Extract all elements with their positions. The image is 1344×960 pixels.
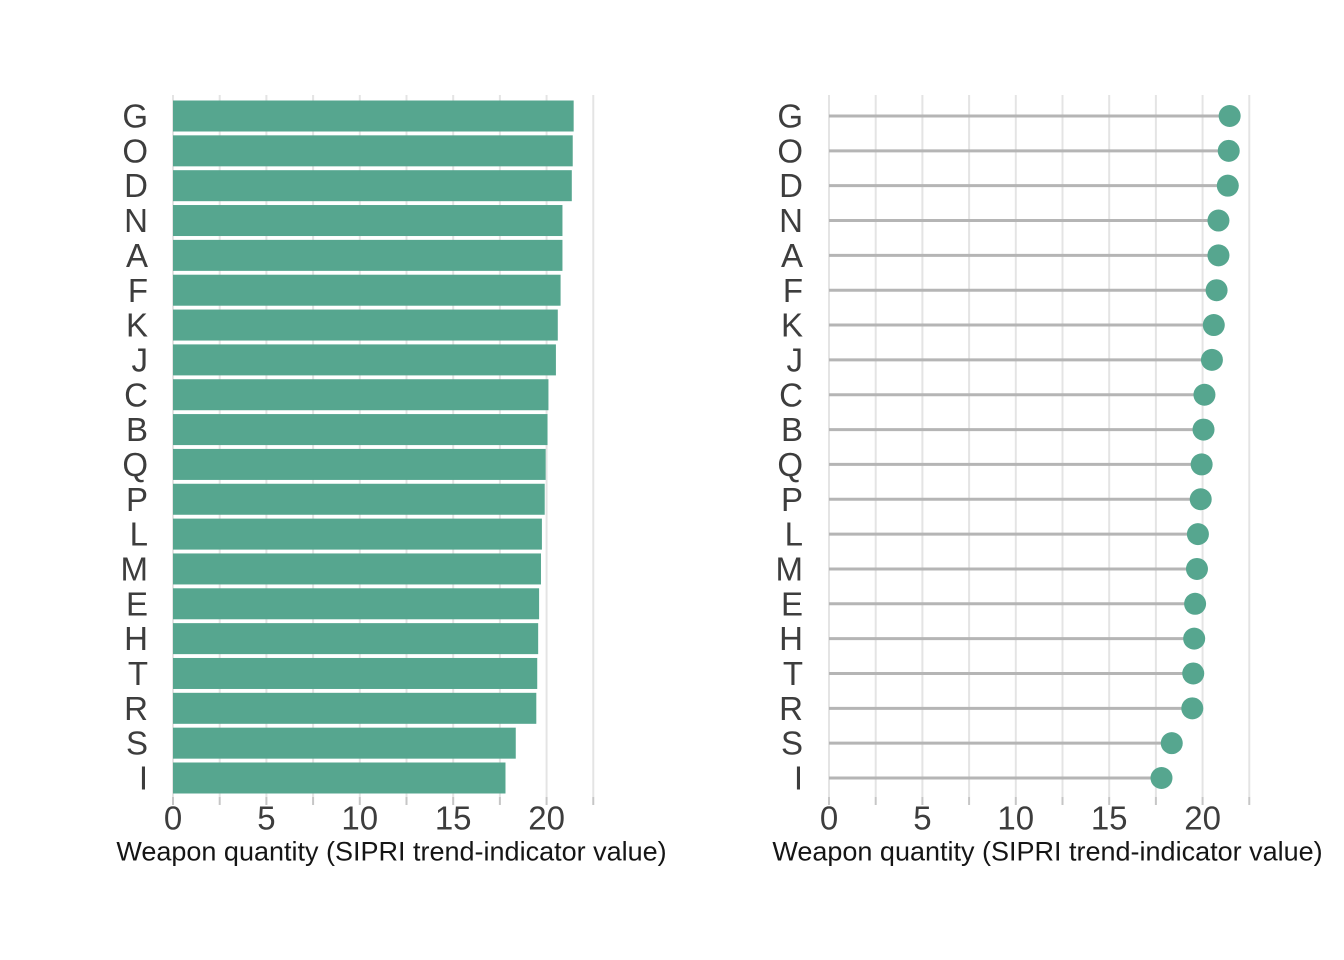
category-label: L [785, 516, 803, 553]
lollipop-dot [1192, 418, 1215, 441]
bar [173, 518, 542, 550]
category-label: E [126, 585, 148, 622]
category-label: R [779, 690, 803, 727]
bar [173, 623, 539, 655]
x-tick-label: 20 [528, 800, 565, 837]
lollipop-dot [1207, 244, 1230, 267]
lollipop-dot [1185, 557, 1208, 580]
bar [173, 344, 556, 376]
lollipop-dot [1183, 627, 1206, 650]
category-label: C [124, 376, 148, 413]
x-tick-label: 10 [341, 800, 378, 837]
lollipop-dot [1182, 662, 1205, 685]
x-tick-label: 0 [164, 800, 182, 837]
x-tick-label: 5 [913, 800, 931, 837]
x-tick-label: 10 [997, 800, 1034, 837]
category-label: T [783, 655, 803, 692]
lollipop-dot [1205, 279, 1228, 302]
category-label: O [777, 132, 803, 169]
category-label: S [126, 725, 148, 762]
bar [173, 170, 572, 202]
x-axis-title: Weapon quantity (SIPRI trend-indicator v… [772, 836, 1322, 866]
bar [173, 135, 573, 167]
lollipop-dot [1189, 488, 1212, 511]
category-label: B [126, 411, 148, 448]
category-label: D [779, 167, 803, 204]
category-label: G [777, 98, 803, 135]
category-label: C [779, 376, 803, 413]
lollipop-dot [1184, 592, 1207, 615]
category-label: G [122, 98, 148, 135]
category-label: B [781, 411, 803, 448]
lollipop-dot [1216, 174, 1239, 197]
x-tick-label: 0 [820, 800, 838, 837]
category-label: J [132, 341, 149, 378]
category-label: E [781, 585, 803, 622]
bar [173, 483, 545, 515]
category-label: L [130, 516, 148, 553]
bar [173, 239, 563, 271]
x-tick-label: 5 [257, 800, 275, 837]
x-tick-label: 20 [1184, 800, 1221, 837]
category-label: H [124, 620, 148, 657]
category-label: P [781, 481, 803, 518]
category-label: J [787, 341, 804, 378]
lollipop-dot [1217, 139, 1240, 162]
category-label: Q [122, 446, 148, 483]
lollipop-dot [1218, 105, 1241, 127]
category-label: Q [777, 446, 803, 483]
category-label: K [126, 307, 148, 344]
category-label: M [121, 550, 149, 587]
bar [173, 762, 506, 794]
category-label: A [781, 237, 803, 274]
category-label: N [779, 202, 803, 239]
bar [173, 727, 516, 759]
x-axis-title: Weapon quantity (SIPRI trend-indicator v… [116, 836, 666, 866]
lollipop-dot [1202, 314, 1225, 337]
lollipop-dot [1190, 453, 1213, 476]
bar [173, 205, 563, 237]
bar [173, 553, 541, 585]
lollipop-dot [1186, 523, 1209, 546]
lollipop-dot [1207, 209, 1230, 232]
category-label: K [781, 307, 803, 344]
bar [173, 274, 561, 306]
bar [173, 100, 574, 132]
bar [173, 448, 546, 480]
category-label: I [139, 760, 148, 797]
category-label: N [124, 202, 148, 239]
category-label: O [122, 132, 148, 169]
bar [173, 657, 538, 689]
category-label: S [781, 725, 803, 762]
category-label: H [779, 620, 803, 657]
bar [173, 414, 548, 446]
category-label: D [124, 167, 148, 204]
lollipop-dot [1150, 767, 1173, 789]
category-label: T [128, 655, 148, 692]
x-tick-label: 15 [435, 800, 472, 837]
bar [173, 309, 558, 341]
category-label: A [126, 237, 148, 274]
x-tick-label: 15 [1091, 800, 1128, 837]
bar [173, 379, 549, 411]
category-label: I [794, 760, 803, 797]
lollipop-dot [1200, 348, 1223, 371]
bar [173, 692, 537, 724]
category-label: P [126, 481, 148, 518]
category-label: M [776, 550, 804, 587]
category-label: R [124, 690, 148, 727]
category-label: F [783, 272, 803, 309]
bar [173, 588, 540, 620]
lollipop-dot [1160, 732, 1183, 755]
lollipop-dot [1181, 697, 1204, 720]
category-label: F [128, 272, 148, 309]
lollipop-dot [1193, 383, 1216, 406]
